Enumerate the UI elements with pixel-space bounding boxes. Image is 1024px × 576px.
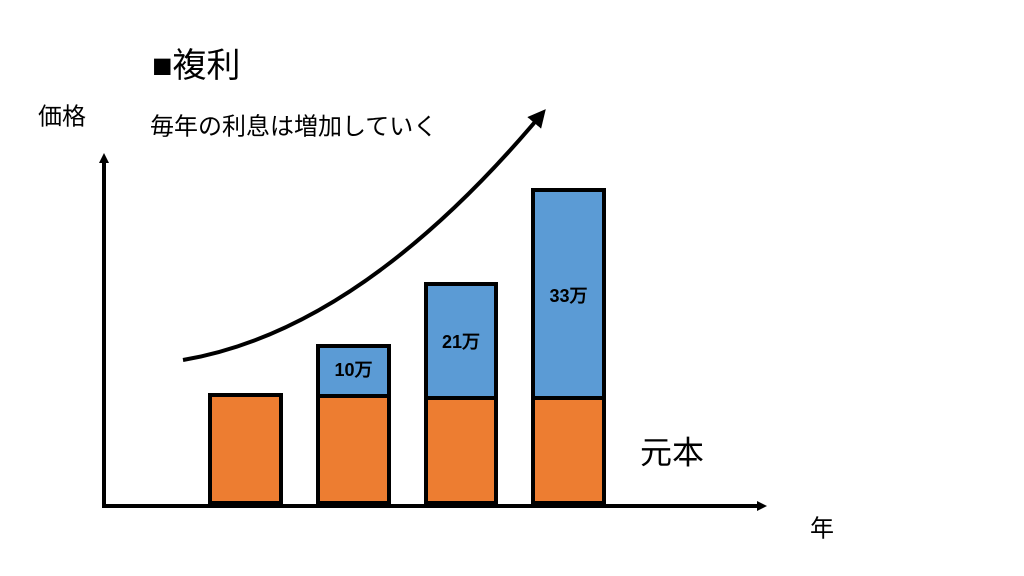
bars	[208, 188, 606, 505]
x-axis-label: 年	[810, 515, 834, 542]
interest-label: 10万	[334, 360, 372, 380]
interest-label: 21万	[442, 332, 480, 352]
principal-label: 元本	[640, 434, 704, 470]
principal-segment	[208, 393, 283, 505]
interest-label: 33万	[549, 286, 587, 306]
interest-segment	[424, 282, 498, 400]
principal-segment	[531, 396, 606, 505]
growth-curve	[182, 109, 546, 362]
interest-segment	[531, 188, 606, 400]
principal-segment	[316, 394, 391, 505]
annotation: 毎年の利息は増加していく	[150, 113, 437, 140]
principal-segment	[424, 396, 498, 505]
interest-segment	[316, 344, 391, 398]
y-axis-label: 価格	[38, 103, 86, 130]
title: ■複利	[152, 47, 241, 85]
